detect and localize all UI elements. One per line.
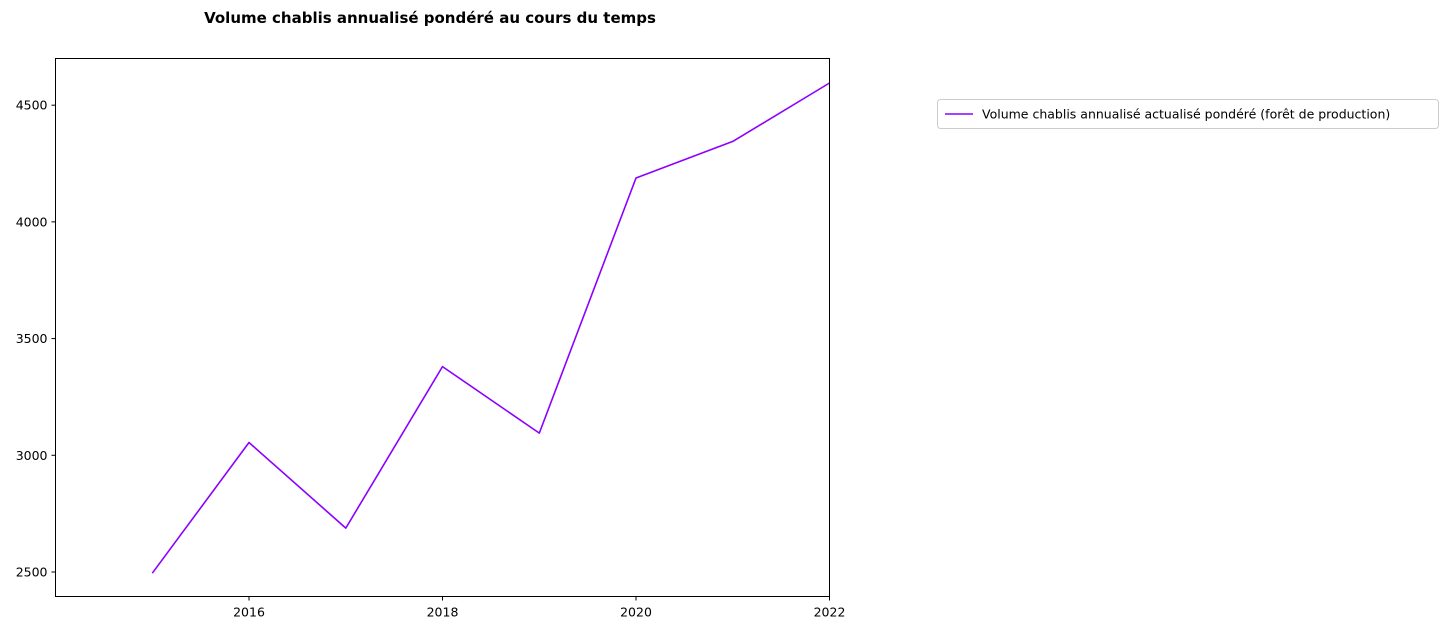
y-tick-label: 3000	[16, 448, 48, 463]
axis-ticks: 2016 2018 2020 2022 2500 3000 3500 4000 4500	[16, 98, 846, 620]
legend-entry-label: Volume chablis annualisé actualisé pondé…	[982, 107, 1390, 122]
y-tick-label: 2500	[16, 564, 48, 579]
legend: Volume chablis annualisé actualisé pondé…	[937, 99, 1439, 129]
series-line	[151, 82, 830, 574]
plot-area-frame	[55, 58, 830, 597]
x-tick-label: 2022	[814, 605, 846, 620]
chart-title: Volume chablis annualisé pondéré au cour…	[204, 9, 656, 27]
y-tick-label: 4500	[16, 98, 48, 113]
legend-box	[937, 99, 1439, 129]
y-tick-label: 3500	[16, 331, 48, 346]
x-tick-label: 2016	[233, 605, 265, 620]
x-tick-label: 2020	[620, 605, 652, 620]
x-tick-label: 2018	[427, 605, 459, 620]
y-tick-label: 4000	[16, 214, 48, 229]
series-layer	[151, 82, 830, 574]
